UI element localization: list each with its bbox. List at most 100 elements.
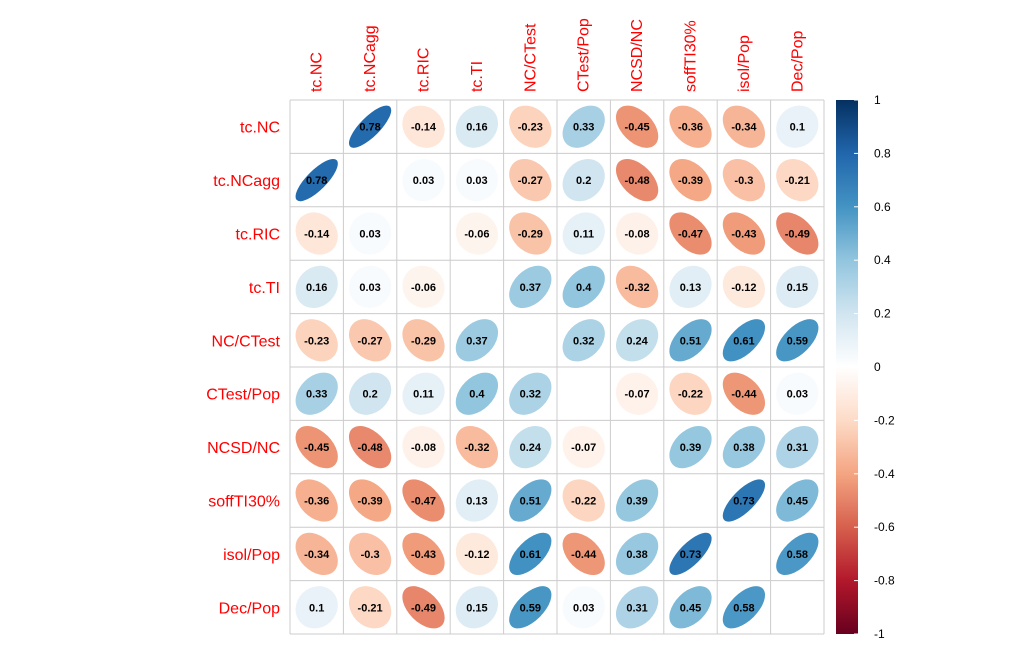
colorbar-legend: 1 0.8 0.6 0.4 0.2 0 -0.2 -0.4 -0.6 -0.8 -1	[836, 93, 895, 641]
correlation-value-label: 0.11	[573, 229, 594, 241]
correlation-value-label: -0.07	[625, 389, 650, 401]
correlation-value-label: 0.11	[413, 389, 434, 401]
correlation-ellipse	[455, 532, 499, 576]
correlation-ellipse	[402, 586, 445, 629]
colorbar-ticks: 1 0.8 0.6 0.4 0.2 0 -0.2 -0.4 -0.6 -0.8 -1	[854, 93, 895, 641]
correlation-ellipse	[615, 319, 659, 362]
correlation-ellipse	[509, 105, 552, 148]
correlation-ellipse	[562, 319, 605, 362]
correlation-value-label: 0.32	[573, 335, 594, 347]
correlation-ellipse	[509, 425, 552, 469]
correlation-value-label: -0.48	[358, 442, 383, 454]
correlation-value-label: -0.06	[411, 282, 436, 294]
row-label: tc.TI	[249, 280, 280, 297]
correlation-value-label: -0.29	[518, 229, 543, 241]
correlation-value-label: 0.58	[787, 549, 808, 561]
correlation-value-label: 0.51	[520, 496, 541, 508]
correlation-value-label: -0.23	[518, 122, 543, 134]
correlation-ellipse	[615, 105, 659, 148]
row-labels: tc.NC tc.NCagg tc.RIC tc.TI NC/CTest CTest/Po…	[206, 120, 280, 618]
correlation-value-label: 0.45	[787, 496, 808, 508]
correlation-ellipse	[295, 532, 338, 576]
correlation-ellipse	[669, 372, 712, 415]
correlation-ellipse	[402, 158, 445, 202]
correlation-ellipse	[562, 425, 605, 469]
correlation-ellipse	[722, 265, 766, 309]
correlation-ellipse	[615, 212, 659, 255]
correlation-ellipse	[615, 372, 659, 415]
colorbar-tick-label: 1	[874, 93, 881, 107]
colorbar-tick-label: -0.6	[874, 520, 895, 534]
matrix-cells: 0.78 -0.14 0.16 -0.23 0.33 -0.45 -0.36 -0.34 0.1…	[295, 105, 819, 629]
correlation-ellipse	[295, 425, 338, 469]
correlation-ellipse	[295, 158, 338, 202]
correlation-ellipse	[402, 425, 445, 469]
row-label: tc.NCagg	[213, 173, 280, 190]
column-label: tc.NCagg	[362, 25, 379, 92]
correlation-ellipse	[295, 212, 338, 255]
correlation-ellipse	[615, 532, 659, 576]
correlation-ellipse	[722, 479, 766, 522]
column-label: Dec/Pop	[789, 31, 806, 92]
correlation-ellipse	[776, 265, 819, 309]
correlation-ellipse	[348, 212, 392, 255]
correlation-value-label: -0.44	[571, 549, 597, 561]
correlation-value-label: 0.2	[362, 389, 377, 401]
correlation-value-label: -0.47	[678, 229, 703, 241]
correlation-ellipse	[615, 586, 659, 629]
correlation-value-label: -0.08	[625, 229, 650, 241]
correlation-ellipse	[402, 105, 445, 148]
correlation-ellipse	[776, 212, 819, 255]
colorbar-tick-label: 0.6	[874, 200, 891, 214]
correlation-value-label: 0.78	[359, 122, 380, 134]
correlation-ellipse	[348, 586, 392, 629]
correlation-value-label: -0.12	[731, 282, 756, 294]
correlation-value-label: 0.16	[306, 282, 327, 294]
column-label: isol/Pop	[736, 35, 753, 92]
correlation-value-label: 0.61	[733, 335, 754, 347]
correlation-value-label: -0.49	[411, 602, 436, 614]
correlation-value-label: 0.15	[466, 602, 487, 614]
correlation-ellipse	[348, 105, 392, 148]
correlation-ellipse	[455, 158, 499, 202]
column-label: tc.TI	[469, 61, 486, 92]
correlation-ellipse	[615, 265, 659, 309]
column-label: NC/CTest	[522, 23, 539, 92]
correlation-value-label: -0.21	[358, 602, 383, 614]
correlation-value-label: 0.73	[733, 496, 754, 508]
correlation-value-label: 0.16	[466, 122, 487, 134]
correlation-value-label: 0.78	[306, 175, 327, 187]
correlation-ellipse	[402, 265, 445, 309]
correlation-value-label: -0.49	[785, 229, 810, 241]
correlation-ellipse	[348, 372, 392, 415]
correlation-value-label: -0.23	[304, 335, 329, 347]
correlation-value-label: 0.1	[790, 122, 805, 134]
correlation-value-label: -0.3	[734, 175, 753, 187]
row-label: tc.RIC	[236, 227, 280, 244]
correlation-value-label: 0.4	[469, 389, 485, 401]
correlation-ellipse	[295, 319, 338, 362]
correlation-value-label: -0.06	[464, 229, 489, 241]
colorbar-tick-label: -0.4	[874, 467, 895, 481]
colorbar-tick-label: 0	[874, 360, 881, 374]
colorbar-tick-label: -1	[874, 627, 885, 641]
column-label: CTest/Pop	[576, 18, 593, 92]
correlation-value-label: -0.22	[571, 496, 596, 508]
correlation-ellipse	[562, 105, 605, 148]
correlation-ellipse	[669, 319, 712, 362]
column-label: tc.RIC	[416, 48, 433, 92]
correlation-ellipse	[455, 319, 499, 362]
correlation-ellipse	[402, 532, 445, 576]
correlation-ellipse	[669, 586, 712, 629]
correlation-ellipse	[722, 372, 766, 415]
correlation-value-label: 0.1	[309, 602, 324, 614]
correlation-ellipse	[509, 212, 552, 255]
correlation-ellipse	[348, 319, 392, 362]
column-label: soffTI30%	[683, 20, 700, 92]
correlation-ellipse	[348, 532, 392, 576]
correlation-value-label: 0.32	[520, 389, 541, 401]
correlation-ellipse	[348, 265, 392, 309]
correlation-ellipse	[295, 265, 338, 309]
correlation-value-label: 0.33	[573, 122, 594, 134]
correlation-ellipse	[509, 372, 552, 415]
